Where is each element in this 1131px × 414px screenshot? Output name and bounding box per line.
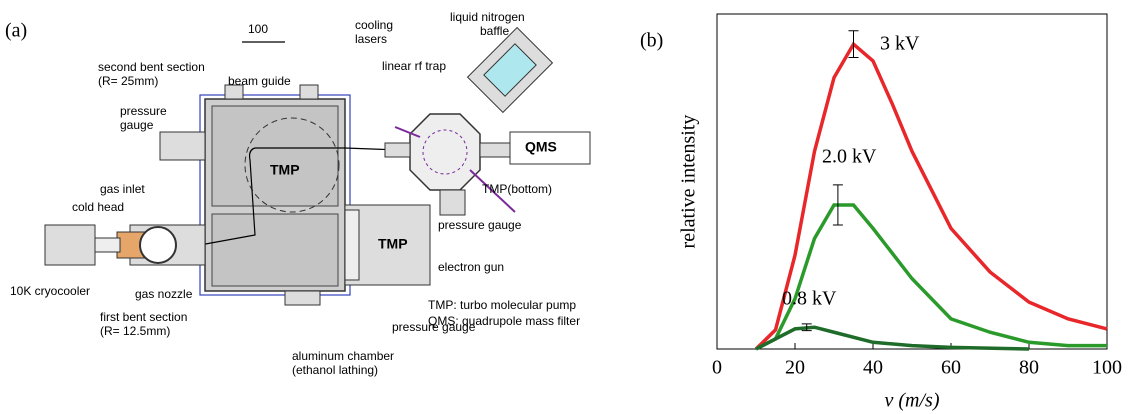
diagram-label: 100 [248, 22, 268, 36]
diagram-label: second bent section [98, 60, 205, 74]
series-label: 2.0 kV [822, 146, 877, 168]
diagram-label: lasers [355, 32, 387, 46]
diagram-label: TMP: turbo molecular pump [428, 298, 576, 312]
diagram-label: (ethanol lathing) [292, 363, 378, 377]
plot-frame [716, 13, 1108, 350]
diagram-label: pressure [120, 104, 167, 118]
diagram-label: beam guide [228, 74, 291, 88]
line-series [754, 41, 1108, 351]
diagram-label: gas inlet [100, 182, 145, 196]
diagram-label: liquid nitrogen [450, 10, 525, 24]
error-bar [848, 30, 859, 59]
x-tick-label: 80 [1019, 357, 1039, 379]
diagram-label: TMP(bottom) [482, 182, 552, 196]
series-label: 3 kV [880, 33, 920, 55]
x-tick-label: 20 [785, 357, 805, 379]
x-tick-label: 60 [941, 357, 961, 379]
diagram-label: gas nozzle [135, 287, 193, 301]
apparatus-diagram [44, 26, 591, 306]
x-tick-label: 100 [1092, 357, 1122, 379]
diagram-label: (R= 12.5mm) [100, 324, 170, 338]
line-series [755, 203, 1107, 351]
x-axis-label: v (m/s) [885, 390, 940, 412]
diagram-label: cooling [355, 18, 393, 32]
panel-label: (a) [5, 20, 27, 42]
diagram-label: pressure gauge [438, 218, 522, 232]
diagram-label: linear rf trap [382, 59, 446, 73]
diagram-label: first bent section [100, 310, 187, 324]
panel-label: (b) [640, 30, 663, 52]
diagram-label: gauge [120, 118, 154, 132]
line-series [755, 325, 1030, 351]
diagram-label: aluminum chamber [292, 349, 394, 363]
x-tick-label: 0 [712, 357, 722, 379]
x-tick-label: 40 [863, 357, 883, 379]
diagram-label: QMS [525, 139, 557, 155]
diagram-label: pressure gauge [392, 320, 476, 334]
error-bar [801, 323, 812, 332]
diagram-label: TMP [378, 236, 408, 252]
diagram-label: cold head [72, 200, 124, 214]
diagram-label: TMP [270, 162, 300, 178]
diagram-label: electron gun [438, 260, 504, 274]
y-axis-label: relative intensity [678, 115, 700, 249]
error-bar [832, 184, 843, 226]
series-label: 0.8 kV [782, 288, 837, 310]
diagram-label: baffle [480, 24, 509, 38]
diagram-label: QMS: quadrupole mass filter [428, 314, 580, 328]
diagram-label: 10K cryocooler [10, 284, 90, 298]
diagram-label: (R= 25mm) [98, 74, 158, 88]
